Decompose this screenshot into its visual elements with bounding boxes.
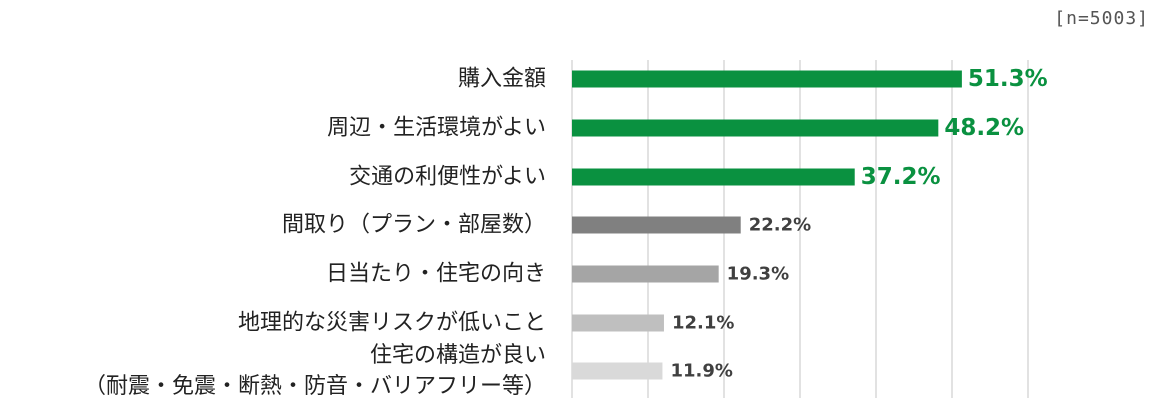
category-label-4: 日当たり・住宅の向き: [326, 262, 546, 287]
value-label-4: 19.3%: [727, 264, 789, 285]
category-label-6-line-0: 住宅の構造が良い: [370, 343, 546, 368]
category-label-5: 地理的な災害リスクが低いこと: [238, 311, 546, 336]
value-label-6: 11.9%: [670, 361, 732, 382]
bar-2: [572, 168, 855, 186]
value-labels: 51.3% 48.2%37.2% 22.2% 19.3% 12.1% 11.9%: [670, 66, 1047, 382]
bar-5: [572, 314, 664, 332]
bar-0: [572, 70, 962, 88]
category-label-2: 交通の利便性がよい: [349, 165, 546, 190]
value-label-1: 48.2%: [944, 115, 1024, 141]
bar-1: [572, 119, 939, 137]
category-label-3: 間取り（プラン・部屋数）: [282, 213, 546, 238]
value-label-2: 37.2%: [861, 164, 941, 190]
bar-3: [572, 216, 741, 234]
category-label-1: 周辺・生活環境がよい: [327, 116, 546, 141]
category-label-6-line-1: （耐震・免震・断熱・防音・バリアフリー等）: [84, 374, 546, 399]
bar-4: [572, 265, 719, 283]
value-label-3: 22.2%: [749, 215, 811, 236]
value-label-0: 51.3%: [968, 66, 1048, 92]
bar-6: [572, 362, 663, 380]
sample-size-label: [n=5003]: [1054, 8, 1149, 29]
category-label-0: 購入金額: [458, 67, 546, 92]
bars: [572, 70, 962, 380]
value-label-5: 12.1%: [672, 313, 734, 334]
